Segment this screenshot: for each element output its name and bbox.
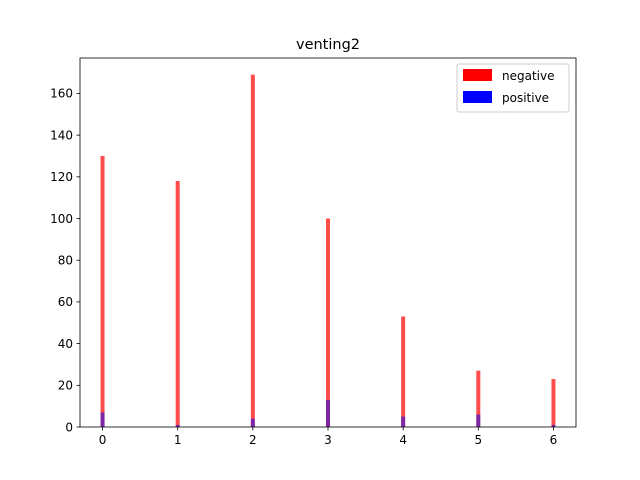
legend: negative positive (456, 63, 570, 113)
bars-layer (100, 74, 556, 428)
legend-swatch-negative (463, 69, 492, 81)
x-tick-label: 3 (324, 433, 332, 447)
bar-negative-1 (175, 181, 180, 427)
bar-negative-3 (326, 218, 330, 427)
x-tick-label: 4 (399, 433, 407, 447)
x-tick-label: 0 (99, 433, 107, 447)
y-tick-label: 40 (58, 337, 73, 351)
bar-positive-2 (250, 418, 255, 427)
y-tick-label: 0 (65, 420, 73, 434)
legend-label-positive: positive (502, 91, 549, 105)
y-tick-label: 160 (50, 87, 73, 101)
y-tick-label: 100 (50, 212, 73, 226)
y-tick-label: 60 (58, 295, 73, 309)
x-tick-label: 2 (249, 433, 257, 447)
y-tick-label: 120 (50, 170, 73, 184)
y-tick-label: 20 (58, 379, 73, 393)
bar-negative-6 (551, 379, 556, 427)
x-tick-label: 1 (174, 433, 182, 447)
legend-swatch-positive (463, 91, 492, 103)
legend-label-negative: negative (502, 69, 554, 83)
chart-title: venting2 (296, 37, 360, 53)
bar-positive-0 (100, 412, 105, 427)
bar-negative-4 (401, 316, 406, 427)
bar-negative-5 (476, 370, 481, 427)
y-tick-label: 140 (50, 128, 73, 142)
bar-negative-0 (100, 155, 105, 428)
bar-positive-5 (476, 414, 481, 427)
y-tick-label: 80 (58, 254, 73, 268)
bar-negative-2 (250, 74, 255, 427)
bar-positive-4 (401, 416, 406, 427)
x-tick-label: 6 (550, 433, 558, 447)
bar-positive-3 (326, 399, 330, 427)
bar-positive-1 (175, 424, 180, 427)
x-tick-label: 5 (474, 433, 482, 447)
bar-positive-6 (551, 424, 556, 427)
